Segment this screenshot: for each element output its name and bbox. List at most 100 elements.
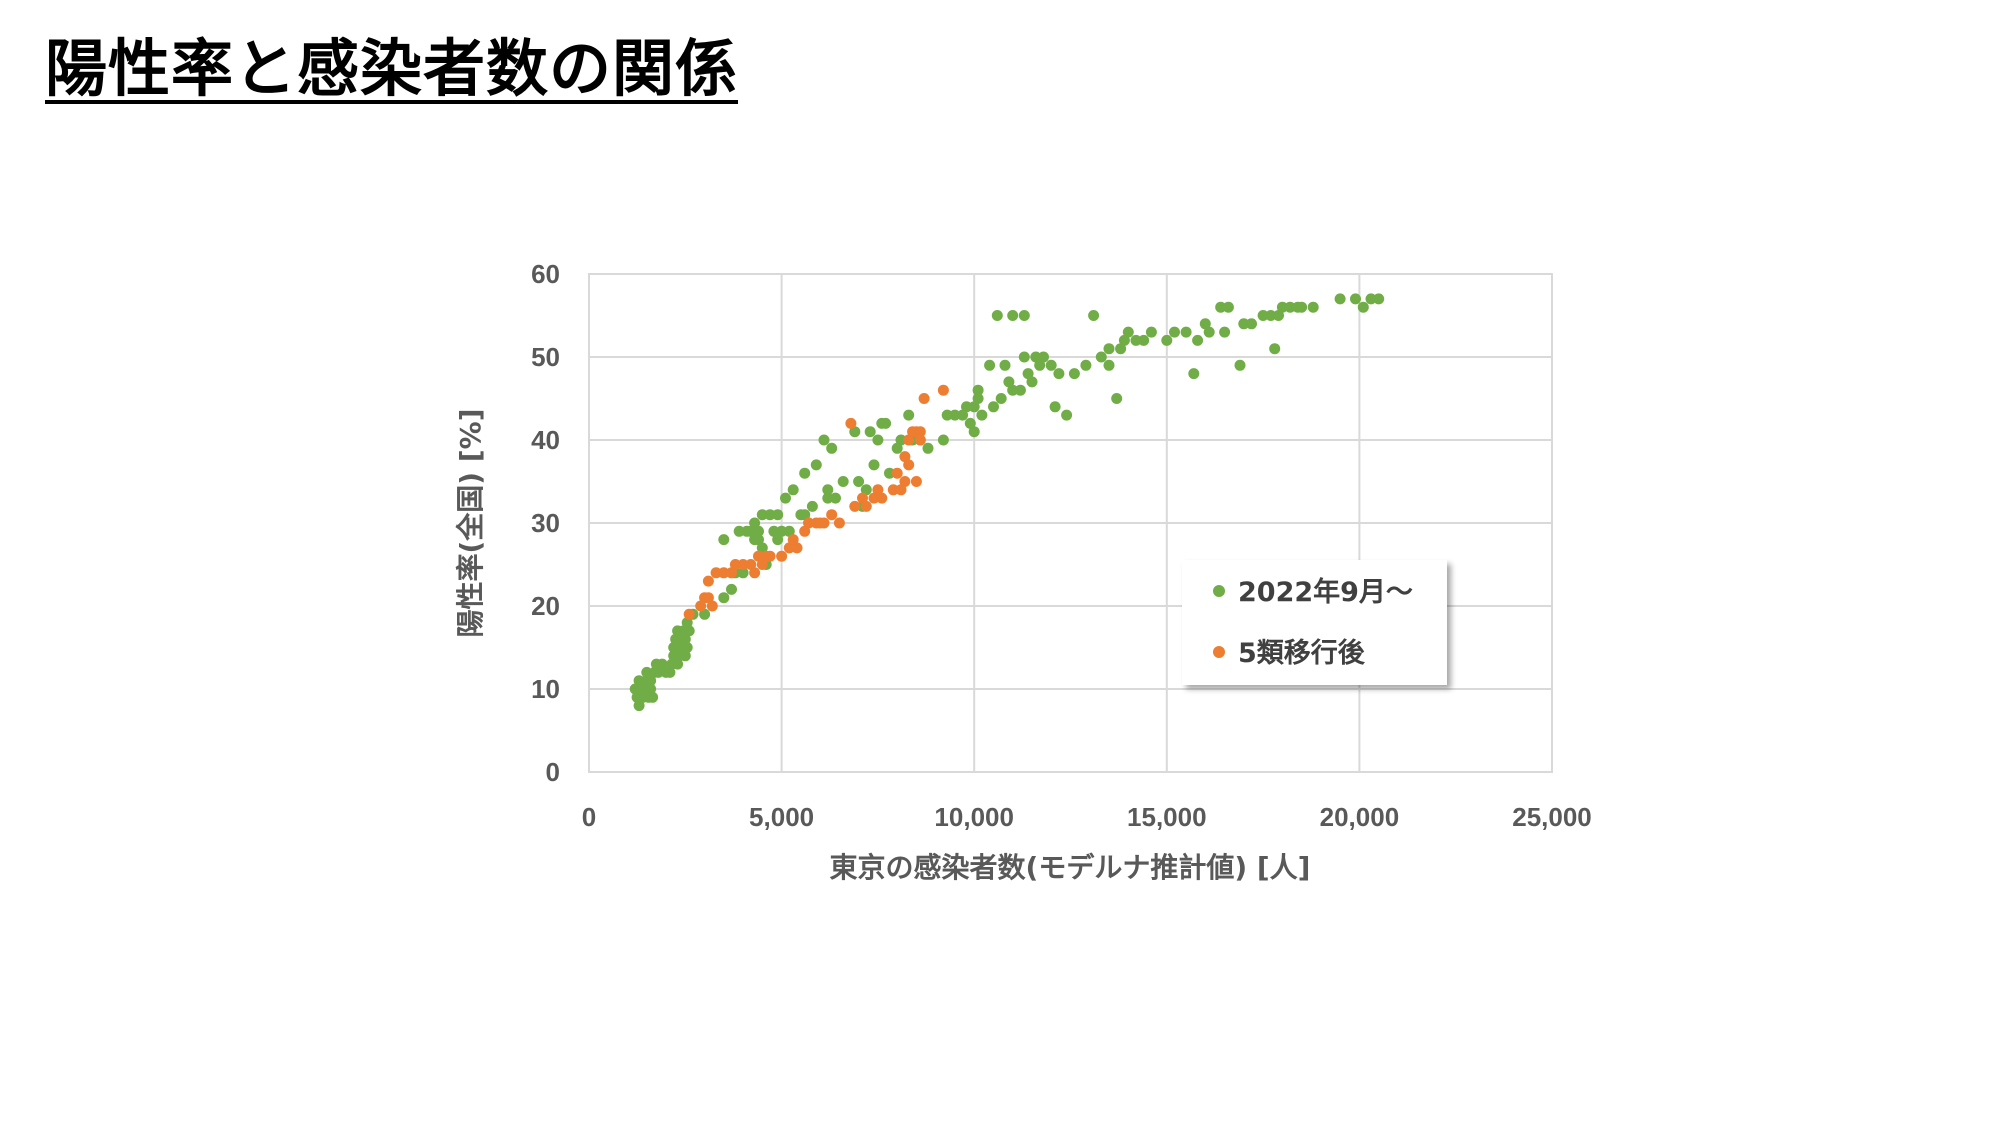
- data-point-2022: [1003, 376, 1015, 388]
- data-point-class5: [891, 467, 903, 479]
- data-point-2022: [837, 476, 849, 487]
- data-point-2022: [937, 434, 949, 446]
- data-point-class5: [872, 484, 884, 496]
- data-point-2022: [972, 384, 984, 396]
- y-tick-label: 50: [531, 342, 560, 372]
- data-point-2022: [1215, 301, 1227, 313]
- data-point-2022: [668, 642, 680, 653]
- data-point-2022: [1219, 326, 1231, 338]
- data-point-2022: [799, 509, 811, 521]
- data-point-2022: [806, 500, 818, 512]
- data-point-class5: [903, 459, 915, 471]
- data-point-class5: [695, 600, 707, 612]
- data-point-class5: [868, 492, 880, 504]
- data-point-2022: [1018, 351, 1030, 363]
- data-point-class5: [849, 500, 861, 512]
- data-point-2022: [1188, 368, 1200, 380]
- data-point-2022: [1199, 318, 1211, 330]
- data-point-2022: [1103, 359, 1115, 371]
- data-point-2022: [718, 534, 730, 546]
- data-point-2022: [884, 467, 895, 479]
- data-point-2022: [895, 434, 907, 446]
- data-point-class5: [702, 575, 714, 587]
- data-point-2022: [772, 509, 784, 521]
- data-point-2022: [679, 633, 691, 645]
- data-point-2022: [764, 509, 776, 521]
- data-point-class5: [857, 492, 868, 504]
- data-point-2022: [699, 608, 711, 620]
- data-point-2022: [822, 484, 834, 496]
- data-point-class5: [876, 492, 888, 504]
- data-point-class5: [803, 517, 815, 529]
- data-point-2022: [718, 592, 730, 604]
- data-point-class5: [903, 434, 915, 446]
- data-point-2022: [891, 442, 903, 454]
- data-point-2022: [1026, 376, 1038, 388]
- data-point-2022: [1296, 301, 1308, 313]
- data-point-class5: [710, 567, 722, 579]
- data-point-2022: [1122, 326, 1134, 338]
- y-axis-title: 陽性率(全国) [%]: [454, 409, 487, 638]
- data-point-2022: [1246, 318, 1257, 330]
- data-point-2022: [745, 525, 757, 537]
- data-point-2022: [1307, 301, 1319, 313]
- data-point-2022: [1018, 310, 1030, 321]
- data-point-2022: [976, 409, 988, 421]
- data-point-2022: [880, 417, 892, 429]
- y-axis-ticks: 0 10 20 30 40 50 60: [531, 259, 560, 787]
- y-tick-label: 10: [531, 674, 560, 704]
- y-tick-label: 60: [531, 259, 560, 289]
- data-point-2022: [783, 525, 795, 537]
- data-point-2022: [672, 658, 684, 670]
- data-point-2022: [656, 658, 668, 670]
- data-point-class5: [702, 592, 714, 604]
- data-point-class5: [706, 600, 718, 612]
- data-point-2022: [787, 484, 799, 496]
- data-point-class5: [791, 542, 803, 554]
- data-point-2022: [957, 409, 969, 421]
- data-point-2022: [633, 700, 645, 712]
- x-tick-label: 20,000: [1320, 802, 1400, 832]
- data-point-2022: [1357, 301, 1369, 313]
- data-point-class5: [887, 484, 899, 496]
- data-point-class5: [914, 426, 926, 438]
- data-point-2022: [868, 459, 880, 471]
- data-point-2022: [822, 492, 834, 504]
- data-point-2022: [1014, 384, 1026, 396]
- data-point-2022: [737, 567, 749, 579]
- data-point-2022: [1180, 326, 1192, 338]
- data-point-class5: [818, 517, 830, 529]
- data-point-2022: [749, 517, 761, 529]
- data-point-2022: [818, 434, 830, 446]
- data-point-class5: [718, 567, 730, 579]
- data-point-2022: [753, 525, 764, 537]
- data-point-2022: [726, 583, 737, 595]
- x-tick-label: 10,000: [934, 802, 1014, 832]
- x-tick-label: 5,000: [749, 802, 814, 832]
- data-points: [629, 293, 1385, 712]
- data-point-2022: [681, 642, 693, 653]
- grid-lines: [588, 273, 1553, 773]
- data-point-2022: [641, 666, 653, 678]
- legend-label-series-1: 2022年9月～: [1238, 576, 1413, 608]
- data-point-2022: [1284, 301, 1296, 313]
- data-point-class5: [745, 559, 757, 570]
- data-point-2022: [968, 401, 980, 413]
- data-point-2022: [772, 534, 784, 546]
- data-point-2022: [776, 525, 788, 537]
- data-point-class5: [749, 567, 761, 579]
- data-point-2022: [645, 683, 657, 695]
- data-point-2022: [1034, 359, 1046, 371]
- data-point-2022: [991, 310, 1003, 321]
- data-point-class5: [937, 384, 949, 396]
- data-point-2022: [664, 666, 676, 678]
- data-point-2022: [1334, 293, 1346, 305]
- data-point-class5: [918, 393, 930, 404]
- data-point-2022: [968, 426, 980, 438]
- data-point-2022: [1222, 301, 1234, 313]
- data-point-2022: [1169, 326, 1180, 338]
- data-point-2022: [683, 625, 695, 637]
- legend-marker-orange: [1213, 646, 1225, 658]
- data-point-2022: [995, 393, 1007, 404]
- data-point-2022: [1365, 293, 1377, 305]
